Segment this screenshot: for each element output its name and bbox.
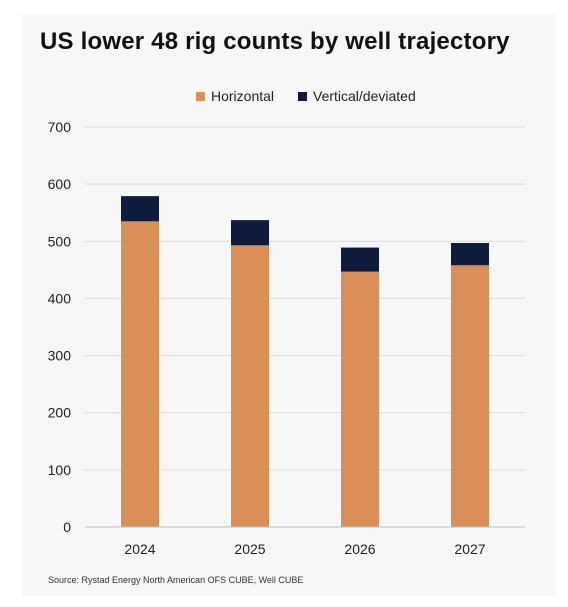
legend-item-horizontal: Horizontal [196,86,274,106]
source-note: Source: Rystad Energy North American OFS… [48,575,304,585]
y-tick-label: 0 [63,519,71,535]
legend-label-horizontal: Horizontal [211,88,275,104]
chart-legend: Horizontal Vertical/deviated [0,86,568,106]
chart-title: US lower 48 rig counts by well trajector… [40,28,510,55]
y-tick-label: 700 [48,119,72,135]
bar-vertical-2027 [451,243,489,266]
x-tick-label: 2025 [234,541,265,557]
legend-swatch-vertical [298,91,307,101]
y-tick-label: 500 [48,233,72,249]
legend-swatch-horizontal [196,91,205,101]
x-tick-label: 2027 [454,541,485,557]
y-tick-label: 600 [48,176,72,192]
x-tick-label: 2024 [124,541,155,557]
x-tick-label: 2026 [344,541,375,557]
bar-horizontal-2027 [451,265,489,527]
bar-horizontal-2025 [231,245,269,528]
bar-horizontal-2026 [341,271,379,527]
legend-item-vertical: Vertical/deviated [298,86,416,106]
y-tick-label: 100 [48,462,72,478]
y-tick-label: 200 [48,405,72,421]
y-tick-label: 400 [48,290,72,306]
y-tick-label: 300 [48,348,72,364]
bar-vertical-2024 [121,196,159,222]
bar-vertical-2026 [341,247,379,272]
legend-label-vertical: Vertical/deviated [313,88,416,104]
bar-horizontal-2024 [121,221,159,528]
bar-vertical-2025 [231,220,269,246]
